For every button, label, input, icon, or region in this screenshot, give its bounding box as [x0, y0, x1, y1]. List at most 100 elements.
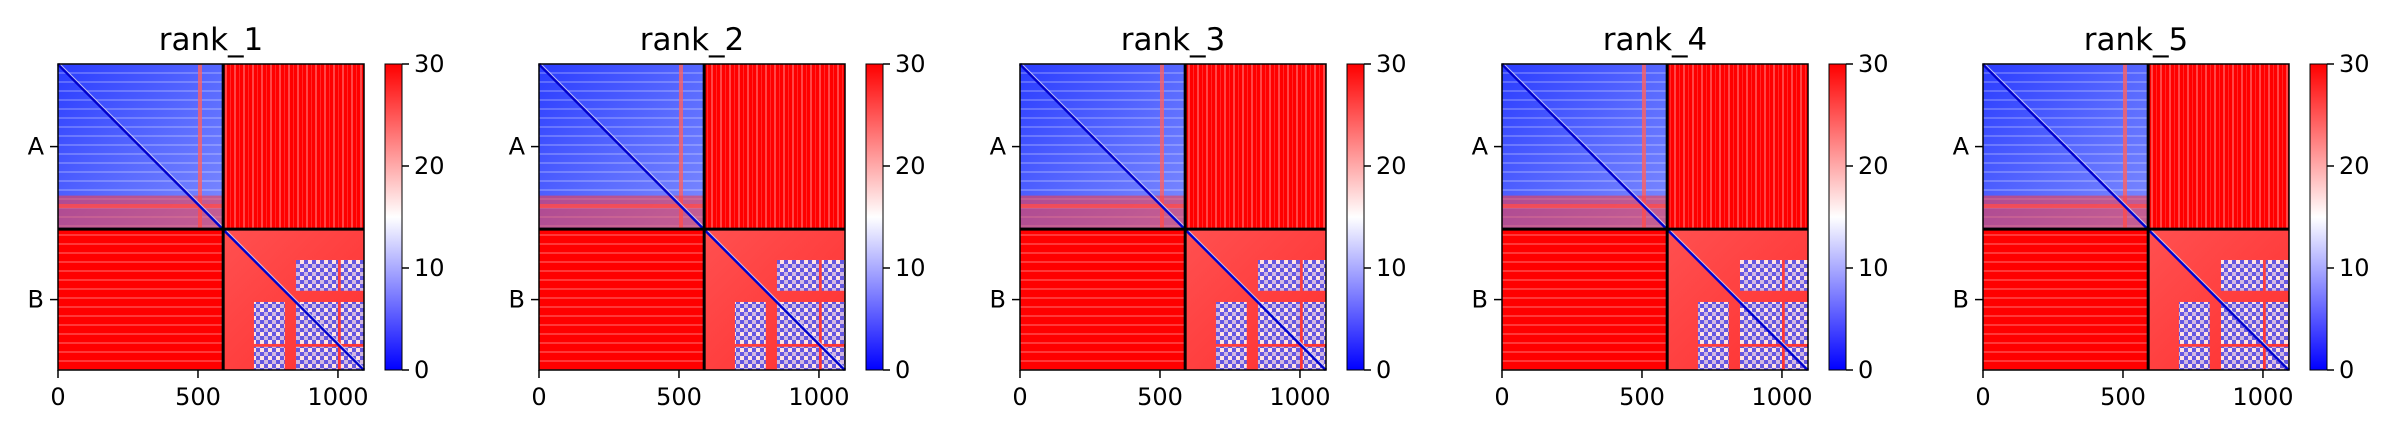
heatmap-strip-A	[1502, 195, 1668, 230]
panel-rank_5: rank_5 A B 0 500 1000 0 10 20 30	[1953, 22, 2370, 411]
heatmap-diagonal-highlight	[1984, 63, 2290, 369]
axes-frame	[1019, 63, 1327, 371]
xtick-label: 0	[50, 383, 65, 411]
heatmap-subblock	[2178, 346, 2210, 370]
heatmap-subblock	[734, 301, 766, 344]
colorbar-tick-label: 20	[2339, 152, 2370, 180]
colorbar-tick-label: 0	[1376, 356, 1391, 384]
colorbar-tick-label: 20	[1858, 152, 1889, 180]
colorbar-tick-label: 10	[1376, 254, 1407, 282]
ytick-label: B	[990, 286, 1006, 314]
colorbar-tick-label: 20	[1376, 152, 1407, 180]
ytick-label: A	[990, 133, 1007, 161]
xtick-label: 1000	[788, 383, 849, 411]
heatmap-block-B-A	[539, 229, 705, 370]
axes-frame	[57, 63, 365, 371]
heatmap-subblock	[1784, 301, 1808, 344]
heatmap-subblock	[1739, 259, 1782, 291]
heatmap-subblock	[295, 259, 338, 291]
heatmap-subblock	[821, 301, 845, 344]
heatmap-block-A-B	[2148, 64, 2289, 230]
heatmap-subblock	[776, 259, 819, 291]
heatmap-subblock	[1215, 346, 1247, 370]
panel-rank_2: rank_2 A B 0 500 1000 0 10 20 30	[509, 22, 926, 411]
heatmap-diagonal	[537, 62, 847, 372]
xtick-label: 1000	[1751, 383, 1812, 411]
ytick-label: B	[28, 286, 44, 314]
heatmap-subblock	[2178, 301, 2210, 344]
colorbar-tick-label: 10	[2339, 254, 2370, 282]
heatmap-diagonal	[56, 62, 366, 372]
heatmap-subblock	[2265, 259, 2289, 291]
heatmap-block-A-B	[1185, 64, 1326, 230]
heatmap-band-A	[678, 64, 683, 230]
panel-rank_3: rank_3 A B 0 500 1000 0 10 20 30	[990, 22, 1407, 411]
heatmap-subblock	[1697, 346, 1729, 370]
heatmap-subblock	[295, 346, 338, 370]
heatmap-band-A	[2122, 64, 2127, 230]
colorbar	[1346, 63, 1365, 371]
xtick-label: 500	[175, 383, 221, 411]
heatmap-block-A-B	[704, 64, 845, 230]
xtick-label: 500	[1619, 383, 1665, 411]
colorbar-tick-label: 10	[414, 254, 445, 282]
colorbar-tick-label: 30	[1376, 50, 1407, 78]
colorbar-tick-label: 30	[2339, 50, 2370, 78]
heatmap-band-A	[1641, 64, 1646, 230]
xtick-label: 0	[1975, 383, 1990, 411]
heatmap-subblock	[340, 301, 364, 344]
xtick-label: 0	[1494, 383, 1509, 411]
xtick-label: 0	[1012, 383, 1027, 411]
heatmap-diagonal	[1018, 62, 1328, 372]
heatmap-diagonal-highlight	[59, 63, 365, 369]
heatmap-subblock	[253, 346, 285, 370]
heatmap-block-B-A	[1502, 229, 1668, 370]
xtick-label: 1000	[1269, 383, 1330, 411]
colorbar	[2309, 63, 2328, 371]
panel-title: rank_3	[1121, 22, 1226, 58]
ytick-label: B	[1953, 286, 1969, 314]
colorbar-tick-label: 10	[895, 254, 926, 282]
panel-title: rank_4	[1603, 22, 1708, 58]
heatmap-diagonal-highlight	[540, 63, 846, 369]
heatmap-subblock	[1215, 301, 1247, 344]
heatmap-block-B-A	[58, 229, 224, 370]
xtick-label: 1000	[307, 383, 368, 411]
colorbar-tick-label: 30	[895, 50, 926, 78]
colorbar-tick-label: 0	[1858, 356, 1873, 384]
panel-title: rank_5	[2084, 22, 2189, 58]
heatmap-subblock	[2220, 259, 2263, 291]
heatmap-strip-A	[539, 195, 705, 230]
heatmap-strip-A	[1983, 195, 2149, 230]
colorbar-tick-label: 0	[414, 356, 429, 384]
xtick-label: 500	[1137, 383, 1183, 411]
heatmap-subblock	[1257, 346, 1300, 370]
axes-frame	[1501, 63, 1809, 371]
ytick-label: A	[28, 133, 45, 161]
heatmap-subblock	[1302, 259, 1326, 291]
heatmap-subblock	[1697, 301, 1729, 344]
xtick-label: 500	[2100, 383, 2146, 411]
heatmap-strip-A	[1020, 195, 1186, 230]
ytick-label: A	[1953, 133, 1970, 161]
heatmap-subblock	[1257, 259, 1300, 291]
heatmap-strip-A	[58, 195, 224, 230]
axes-frame	[538, 63, 846, 371]
panel-title: rank_2	[640, 22, 745, 58]
xtick-label: 1000	[2232, 383, 2293, 411]
heatmap-diagonal	[1981, 62, 2291, 372]
colorbar-tick-label: 30	[1858, 50, 1889, 78]
ytick-label: B	[509, 286, 525, 314]
heatmap-subblock	[734, 346, 766, 370]
heatmap-block-B-A	[1020, 229, 1186, 370]
heatmap-subblock	[2265, 301, 2289, 344]
axes-frame	[1982, 63, 2290, 371]
colorbar	[384, 63, 403, 371]
panel-rank_1: rank_1 A B 0 500 1000 0 10 20 30	[28, 22, 445, 411]
heatmap-subblock	[2220, 346, 2263, 370]
heatmap-band-A	[197, 64, 202, 230]
xtick-label: 500	[656, 383, 702, 411]
heatmap-band-A	[1159, 64, 1164, 230]
heatmap-diagonal-highlight	[1503, 63, 1809, 369]
